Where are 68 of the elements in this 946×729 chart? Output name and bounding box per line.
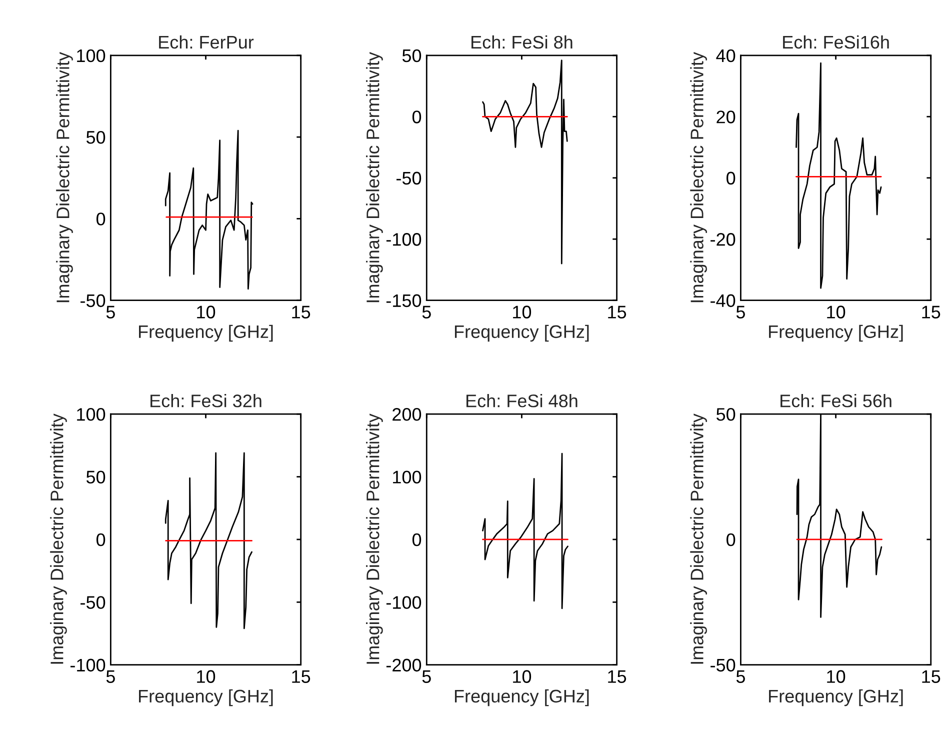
x-tick-label: 10 [513, 670, 532, 683]
x-tick-label: 10 [197, 306, 216, 318]
x-tick-label: 5 [736, 670, 745, 683]
y-tick-label: -40 [710, 294, 736, 308]
x-axis-title: Frequency [GHz] [454, 689, 589, 706]
line-series [482, 452, 568, 610]
y-tick-label: 0 [96, 212, 106, 226]
y-tick-label: -50 [396, 172, 422, 185]
y-tick-label: 50 [402, 49, 422, 62]
chart-title: Ech: FeSi 32h [150, 394, 262, 408]
y-tick-label: 100 [393, 470, 422, 484]
line-series [482, 60, 568, 264]
y-tick-label: 100 [77, 408, 106, 421]
x-axis-title: Frequency [GHz] [139, 689, 273, 706]
x-axis-title: Frequency [GHz] [769, 689, 903, 706]
y-tick-label: -100 [386, 596, 422, 609]
x-axis-title: Frequency [GHz] [454, 324, 589, 342]
x-tick-label: 5 [106, 306, 115, 318]
chart-title: Ech: FeSi 56h [780, 394, 892, 408]
x-tick-label: 10 [197, 670, 216, 683]
y-axis-title: Imaginary Dielectric Permittivity [366, 52, 383, 302]
x-tick-label: 10 [513, 306, 532, 318]
chart-title: Ech: FerPur [159, 35, 254, 49]
chart-title: Ech: FeSi 8h [472, 35, 572, 49]
y-tick-label: -150 [386, 294, 422, 308]
y-axis-title: Imaginary Dielectric Permittivity [690, 414, 707, 664]
y-tick-label: -100 [386, 233, 422, 246]
y-tick-label: 50 [86, 470, 106, 484]
y-tick-label: 0 [726, 172, 736, 185]
x-tick-label: 5 [422, 670, 431, 683]
y-tick-label: 0 [726, 533, 736, 546]
y-axis-title: Imaginary Dielectric Permittivity [56, 52, 73, 302]
y-tick-label: 20 [716, 110, 736, 124]
chart-title: Ech: FeSi 48h [466, 394, 578, 408]
y-tick-label: -200 [386, 658, 422, 672]
y-tick-label: 50 [86, 130, 106, 144]
line-series [796, 62, 882, 289]
y-tick-label: 50 [716, 408, 736, 421]
chart-title: Ech: FeSi16h [783, 35, 889, 49]
x-tick-label: 15 [292, 306, 310, 318]
y-tick-label: -100 [70, 658, 106, 672]
x-tick-label: 15 [608, 306, 626, 318]
x-tick-label: 5 [736, 306, 745, 318]
y-tick-label: -50 [710, 658, 736, 672]
y-tick-label: -50 [80, 294, 106, 308]
y-axis-title: Imaginary Dielectric Permittivity [50, 414, 67, 664]
x-tick-label: 15 [922, 670, 940, 683]
y-tick-label: 100 [77, 49, 106, 62]
x-axis-title: Frequency [GHz] [769, 324, 903, 342]
x-tick-label: 5 [422, 306, 431, 318]
y-tick-label: -20 [710, 233, 736, 246]
y-tick-label: 40 [716, 49, 736, 62]
x-axis-title: Frequency [GHz] [139, 324, 273, 342]
line-series [164, 130, 254, 290]
y-axis-title: Imaginary Dielectric Permittivity [366, 414, 383, 664]
y-tick-label: 200 [392, 408, 422, 421]
line-series [164, 452, 252, 630]
x-tick-label: 10 [827, 670, 846, 683]
y-tick-label: -50 [80, 596, 106, 609]
y-axis-title: Imaginary Dielectric Permittivity [690, 52, 707, 302]
y-tick-label: 0 [412, 110, 422, 124]
x-tick-label: 15 [292, 670, 310, 683]
x-tick-label: 10 [827, 306, 846, 318]
x-tick-label: 15 [922, 306, 940, 318]
x-tick-label: 5 [106, 670, 115, 683]
y-tick-label: 0 [412, 533, 422, 546]
x-tick-label: 15 [608, 670, 626, 683]
y-tick-label: 0 [96, 533, 106, 546]
